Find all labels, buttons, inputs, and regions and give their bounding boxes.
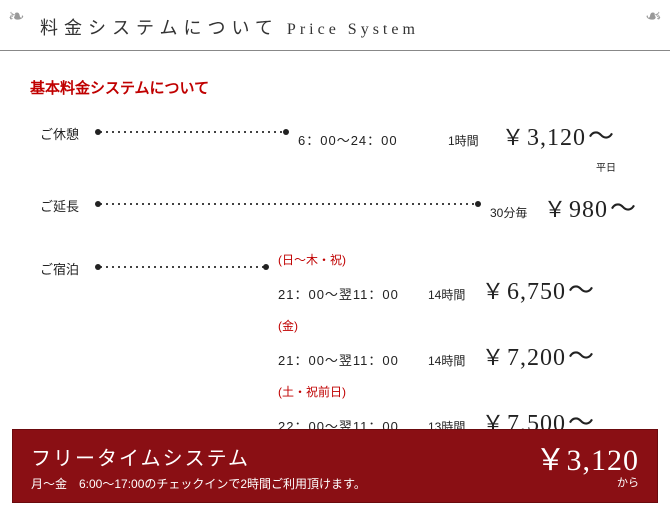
rest-label: ご休憩 (40, 116, 98, 143)
stay-duration-0: 14時間 (428, 286, 482, 303)
extend-dots-col (98, 188, 478, 205)
stay-block-0: (日～木・祝) 21：00～翌11：0014時間￥6,750～ (278, 251, 648, 307)
rest-price: ￥3,120～ (502, 116, 615, 153)
rest-subnote: 平日 (298, 159, 616, 174)
row-rest: ご休憩 6：00～24：00 1時間 ￥3,120～ 平日 (40, 116, 648, 174)
rest-dots-col (98, 116, 286, 133)
rest-duration: 1時間 (448, 132, 502, 149)
rest-time: 6：00～24：00 (298, 130, 448, 149)
freetime-price: ￥3,120 から (536, 446, 640, 489)
extend-price: ￥980～ (544, 188, 637, 225)
row-stay: ご宿泊 (日～木・祝)21：00～翌11：0014時間￥6,750～(金)21：… (40, 251, 648, 449)
flourish-right-icon: ❧ (645, 4, 662, 29)
stay-duration-1: 14時間 (428, 352, 482, 369)
rest-price-value: 3,120 (527, 125, 586, 151)
stay-day-1: (金) (278, 317, 648, 334)
stay-line-0: 21：00～翌11：0014時間￥6,750～ (278, 270, 648, 307)
extend-detail: 30分毎 ￥980～ (490, 188, 648, 237)
rest-line: 6：00～24：00 1時間 ￥3,120～ (298, 116, 648, 153)
stay-day-0: (日～木・祝) (278, 251, 648, 268)
rest-detail: 6：00～24：00 1時間 ￥3,120～ 平日 (298, 116, 648, 174)
header-title-en: Price System (287, 21, 419, 38)
stay-dots (98, 266, 266, 268)
page-header: ❧ 料金システムについて Price System ❧ (0, 0, 670, 51)
extend-line: 30分毎 ￥980～ (490, 188, 648, 225)
extend-price-value: 980 (569, 197, 608, 223)
stay-label: ご宿泊 (40, 251, 98, 278)
header-title-jp: 料金システムについて (40, 18, 279, 38)
stay-time-0: 21：00～翌11：00 (278, 284, 428, 303)
extend-label: ご延長 (40, 188, 98, 215)
freetime-title: フリータイムシステム (31, 442, 536, 471)
extend-duration: 30分毎 (490, 204, 544, 221)
stay-dots-col (98, 251, 266, 268)
rest-dots (98, 131, 286, 133)
extend-dots (98, 203, 478, 205)
freetime-from: から (536, 478, 640, 489)
price-rows: ご休憩 6：00～24：00 1時間 ￥3,120～ 平日 ご延長 30分毎 ￥… (40, 116, 648, 449)
stay-price-1: ￥7,200～ (482, 336, 595, 373)
stay-price-0: ￥6,750～ (482, 270, 595, 307)
stay-block-1: (金) 21：00～翌11：0014時間￥7,200～ (278, 317, 648, 373)
section-heading: 基本料金システムについて (30, 77, 670, 98)
freetime-amount: ￥3,120 (536, 444, 640, 477)
freetime-banner: フリータイムシステム 月～金 6:00～17:00のチェックインで2時間ご利用頂… (12, 429, 658, 503)
row-extend: ご延長 30分毎 ￥980～ (40, 188, 648, 237)
stay-day-2: (土・祝前日) (278, 383, 648, 400)
stay-detail: (日～木・祝)21：00～翌11：0014時間￥6,750～(金)21：00～翌… (278, 251, 648, 449)
freetime-desc: 月～金 6:00～17:00のチェックインで2時間ご利用頂けます。 (31, 475, 536, 492)
freetime-price-value: 3,120 (567, 444, 640, 477)
freetime-text: フリータイムシステム 月～金 6:00～17:00のチェックインで2時間ご利用頂… (31, 442, 536, 492)
stay-time-1: 21：00～翌11：00 (278, 350, 428, 369)
stay-line-1: 21：00～翌11：0014時間￥7,200～ (278, 336, 648, 373)
flourish-left-icon: ❧ (8, 4, 25, 29)
